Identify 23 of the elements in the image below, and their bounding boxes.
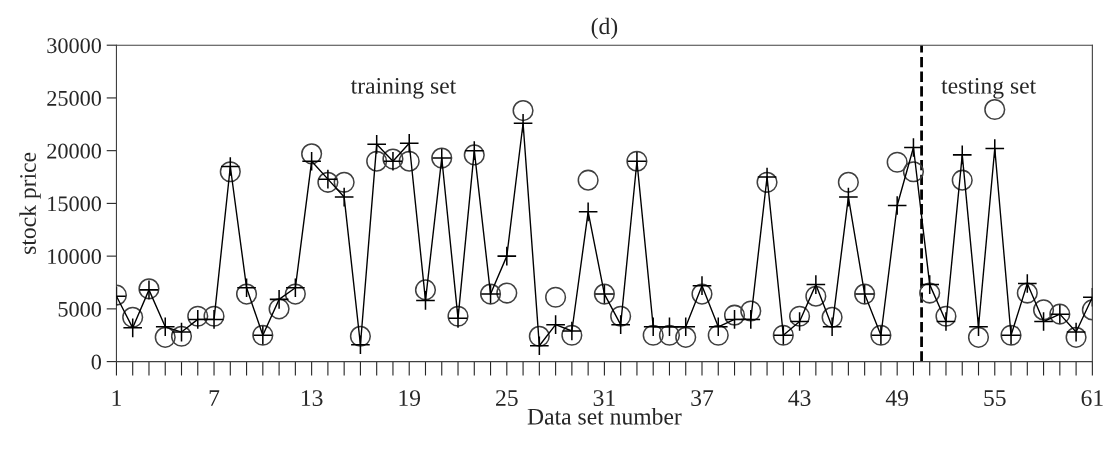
x-tick-label: 25 — [496, 390, 518, 406]
y-tick-label: 30000 — [47, 38, 102, 54]
annotation: testing set — [941, 77, 1037, 99]
x-tick-label: 1 — [112, 390, 121, 406]
y-tick-label: 10000 — [48, 249, 102, 265]
chart-title: (d) — [591, 17, 618, 40]
y-tick-label: 15000 — [48, 196, 102, 212]
x-tick-label: 61 — [1081, 390, 1103, 406]
y-tick-label: 0 — [91, 354, 102, 370]
y-tick-label: 20000 — [47, 143, 102, 159]
x-tick-label: 13 — [301, 390, 323, 406]
x-tick-label: 55 — [984, 390, 1006, 406]
x-tick-label: 31 — [593, 390, 615, 406]
y-axis-title: stock price — [19, 152, 41, 254]
y-tick-label: 25000 — [47, 90, 102, 106]
x-tick-label: 49 — [885, 390, 909, 406]
x-tick-label: 19 — [399, 390, 421, 406]
x-tick-label: 7 — [209, 390, 220, 406]
x-tick-label: 37 — [691, 390, 714, 406]
x-axis-title: Data set number — [527, 408, 682, 425]
y-tick-label: 5000 — [58, 301, 102, 317]
x-tick-label: 43 — [788, 390, 811, 406]
annotation: training set — [350, 77, 457, 99]
